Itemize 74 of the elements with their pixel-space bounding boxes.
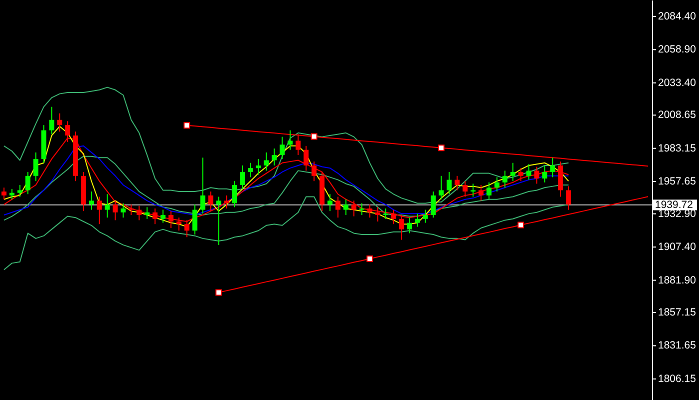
y-tick-label: 1806.15 — [658, 372, 696, 385]
candlestick — [17, 184, 22, 198]
candlestick — [33, 152, 38, 182]
candlestick — [494, 176, 500, 192]
candlestick — [304, 145, 309, 172]
candlestick — [144, 206, 150, 220]
candlestick — [343, 198, 348, 216]
candlestick — [200, 157, 206, 214]
candlestick — [232, 180, 238, 208]
candlestick — [478, 184, 484, 202]
y-tick-label: 1831.65 — [658, 340, 696, 352]
candlestick — [192, 204, 198, 236]
point — [215, 289, 222, 296]
candlestick — [367, 204, 372, 218]
candlestick — [335, 196, 340, 218]
candlestick — [518, 168, 524, 182]
point — [310, 133, 318, 140]
candlestick — [88, 191, 94, 210]
candlestick — [216, 196, 222, 246]
candlestick — [542, 164, 548, 183]
candlestick — [49, 106, 54, 135]
candlestick — [280, 136, 285, 160]
y-tick-label: 2058.90 — [658, 44, 696, 56]
candlestick — [160, 209, 166, 224]
candlestick — [327, 194, 332, 212]
point — [184, 122, 190, 129]
candlestick — [256, 158, 261, 176]
y-tick-label: 2033.40 — [658, 76, 696, 89]
candlestick — [470, 183, 476, 198]
candlestick — [454, 175, 460, 191]
candlestick — [406, 217, 412, 234]
candlestick — [510, 162, 516, 182]
candlestick — [534, 166, 540, 184]
candlestick — [422, 209, 428, 224]
candlestick — [120, 202, 126, 218]
candlestick — [57, 112, 62, 132]
candlestick — [9, 188, 14, 200]
y-tick-label: 1957.65 — [658, 176, 696, 188]
point — [438, 144, 445, 152]
candlestick — [208, 191, 214, 212]
candlestick — [550, 157, 556, 178]
y-tick-label: 2008.65 — [658, 109, 696, 122]
candlestick — [351, 200, 356, 217]
candlestick — [438, 175, 444, 200]
candlestick — [224, 194, 230, 209]
candlestick — [566, 186, 572, 210]
candlestick — [248, 162, 253, 178]
point — [518, 222, 524, 228]
candlestick — [414, 213, 420, 228]
y-tick-label: 1907.40 — [658, 241, 696, 254]
candlestick — [383, 208, 388, 220]
candlestick — [296, 134, 301, 156]
candlestick — [272, 148, 277, 166]
candlestick — [240, 164, 246, 190]
candlestick — [25, 171, 30, 195]
candlestick — [312, 161, 317, 182]
candlestick — [462, 180, 468, 198]
candlestick — [128, 204, 134, 216]
candlestick — [526, 164, 532, 180]
candlestick — [288, 130, 293, 150]
candlestick — [104, 194, 110, 218]
y-tick-label: 1857.15 — [658, 306, 696, 319]
candlestick — [359, 202, 364, 216]
y-tick-label: 1881.90 — [658, 274, 696, 286]
candlestick — [264, 152, 269, 172]
candlestick — [502, 170, 508, 188]
y-tick-label: 2084.40 — [658, 10, 696, 22]
y-tick-label: 1983.15 — [658, 142, 696, 154]
candlestick — [430, 191, 436, 218]
candlestick — [96, 196, 102, 225]
candlestick — [446, 171, 452, 195]
candlestick — [486, 182, 492, 200]
point — [366, 256, 373, 262]
candlestick — [1, 187, 6, 200]
